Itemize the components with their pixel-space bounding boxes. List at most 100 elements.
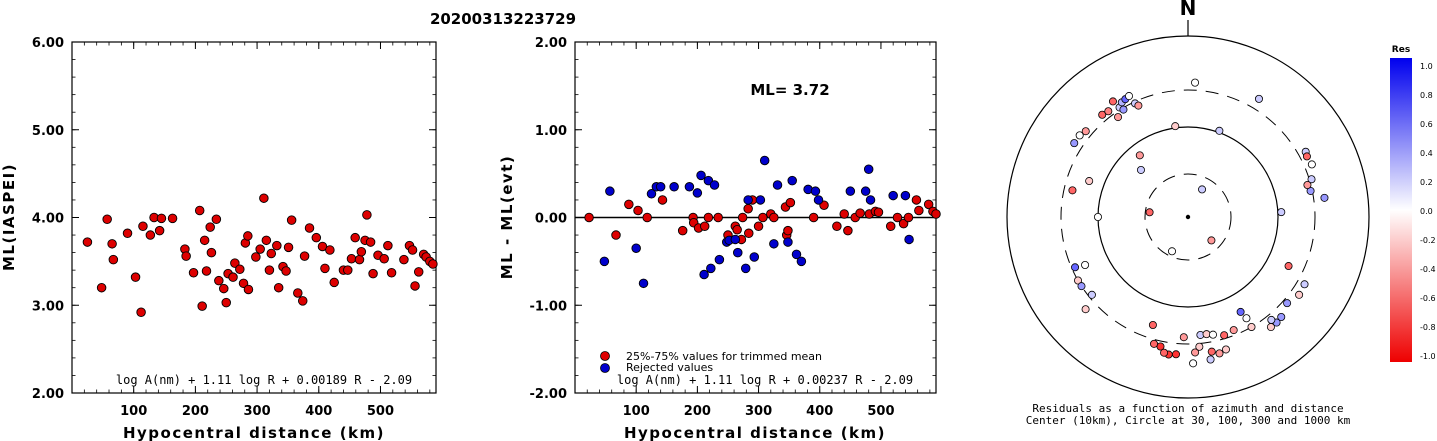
left-ytick-label: 3.00 — [32, 299, 64, 314]
left-point-s0 — [243, 231, 253, 241]
left-ytick-label: 2.00 — [32, 387, 64, 402]
middle-point-s0 — [633, 205, 643, 216]
middle-point-s1 — [796, 256, 807, 267]
station-marker — [1302, 152, 1311, 161]
station-marker — [1191, 78, 1200, 87]
ring-300km — [1060, 89, 1316, 345]
left-point-s0 — [413, 267, 424, 277]
ml-value-label: ML= 3.72 — [750, 81, 829, 99]
polar-center-dot — [1185, 214, 1191, 220]
left-point-s0 — [410, 281, 420, 291]
station-marker — [1150, 339, 1159, 348]
station-marker — [1171, 122, 1180, 131]
middle-point-s0 — [769, 212, 779, 223]
ring-30km — [1144, 173, 1232, 261]
middle-point-s0 — [758, 212, 768, 223]
middle-point-s1 — [605, 186, 615, 196]
left-point-s0 — [383, 240, 393, 251]
left-formula: log A(nm) + 1.11 log R + 0.00189 R - 2.0… — [116, 373, 412, 387]
station-marker — [1171, 350, 1180, 359]
left-point-s0 — [235, 264, 245, 275]
station-marker — [1320, 193, 1329, 202]
left-point-s0 — [329, 277, 339, 288]
middle-xtick-label: 400 — [806, 404, 833, 419]
middle-formula: log A(nm) + 1.11 log R + 0.00237 R - 2.0… — [617, 373, 913, 387]
left-point-s0 — [211, 214, 222, 225]
station-marker — [1114, 113, 1123, 122]
left-point-s0 — [379, 253, 389, 264]
station-marker — [1198, 185, 1207, 194]
station-marker — [1168, 247, 1177, 256]
left-xtick-label: 200 — [182, 404, 209, 419]
middle-point-s0 — [743, 203, 753, 214]
colorbar-ticks: 1.0 0.8 0.6 0.4 0.2 0.0 -0.2 -0.4 -0.6 -0.8 -1.0 — [1420, 62, 1436, 361]
middle-point-s1 — [709, 180, 720, 190]
left-point-s0 — [156, 213, 167, 224]
station-marker — [1209, 330, 1218, 339]
left-point-s0 — [167, 213, 178, 224]
middle-x-axis-label: Hypocentral distance (km) — [624, 424, 886, 441]
middle-point-s1 — [696, 170, 706, 181]
station-marker — [1307, 175, 1316, 184]
station-marker — [1125, 92, 1134, 101]
left-xtick-label: 100 — [120, 404, 147, 419]
colorbar-tick-label: 0.8 — [1420, 91, 1433, 100]
middle-point-s0 — [783, 225, 793, 236]
left-point-s0 — [346, 253, 357, 264]
left-point-s0 — [264, 265, 275, 275]
left-point-s0 — [108, 254, 119, 265]
polar-caption-line2: Center (10km), Circle at 30, 100, 300 an… — [1026, 414, 1351, 427]
colorbar: Res 1.0 0.8 0.6 0.4 0.2 0.0 -0.2 -0.4 -0.6 -0.8 -1… — [1390, 45, 1436, 362]
left-plot-frame — [71, 41, 437, 394]
left-point-s0 — [320, 263, 330, 274]
middle-point-s1 — [787, 175, 797, 186]
middle-point-s1 — [755, 195, 766, 205]
station-marker — [1242, 314, 1251, 323]
left-point-s0 — [199, 235, 210, 246]
colorbar-tick-label: -0.2 — [1420, 236, 1436, 245]
left-point-s0 — [181, 251, 191, 261]
legend-label-trimmed: 25%-75% values for trimmed mean — [626, 350, 822, 363]
station-marker — [1189, 359, 1198, 368]
station-marker — [1206, 355, 1215, 364]
left-point-s0 — [350, 232, 360, 243]
middle-point-s1 — [791, 249, 802, 260]
left-point-s0 — [273, 282, 284, 293]
left-point-s0 — [356, 246, 367, 257]
station-marker — [1254, 94, 1263, 103]
colorbar-tick-label: 0.0 — [1420, 207, 1433, 216]
left-point-s0 — [255, 244, 265, 254]
middle-point-s0 — [624, 199, 634, 210]
station-marker — [1071, 263, 1080, 272]
polar-caption-line1: Residuals as a function of azimuth and d… — [1032, 402, 1343, 415]
left-ytick-label: 4.00 — [32, 212, 64, 227]
middle-point-s1 — [769, 239, 779, 249]
left-point-s0 — [194, 205, 205, 216]
ring-1000km — [1006, 35, 1370, 399]
station-marker — [1277, 312, 1286, 321]
left-point-s0 — [243, 284, 254, 295]
left-y-axis-label: ML(IASPEI) — [0, 163, 18, 271]
left-point-s0 — [82, 237, 93, 247]
station-marker — [1087, 290, 1096, 299]
station-marker — [1070, 139, 1079, 148]
left-point-s0 — [221, 297, 231, 308]
station-marker — [1221, 345, 1230, 354]
middle-point-s1 — [740, 263, 751, 274]
station-marker — [1145, 208, 1154, 217]
middle-point-s0 — [737, 212, 748, 223]
middle-point-s1 — [865, 195, 876, 205]
middle-point-s0 — [832, 221, 842, 232]
middle-y-axis-label: ML - ML(evt) — [498, 155, 516, 279]
station-marker — [1207, 347, 1216, 356]
left-point-s0 — [96, 282, 107, 293]
left-chart: 100 200 300 400 500 2.00 3.00 4.00 5.00 6.00 log … — [0, 36, 438, 441]
left-point-s0 — [228, 272, 238, 282]
middle-point-s1 — [599, 256, 610, 267]
station-marker — [1081, 127, 1090, 136]
polar-stations — [1068, 78, 1329, 368]
left-point-s0 — [197, 301, 207, 311]
station-marker — [1277, 208, 1286, 217]
left-point-s0 — [154, 225, 165, 236]
colorbar-tick-label: -1.0 — [1420, 352, 1436, 361]
